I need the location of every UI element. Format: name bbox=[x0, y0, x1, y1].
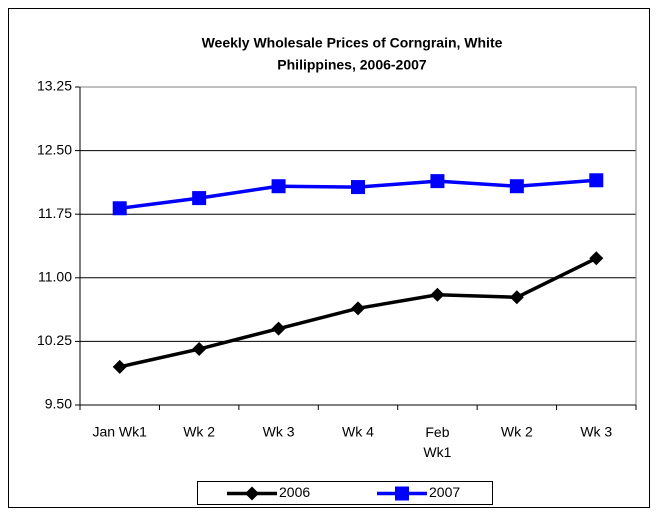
marker bbox=[395, 486, 409, 501]
marker bbox=[192, 191, 207, 206]
chart-title: Philippines, 2006-2007 bbox=[277, 57, 427, 73]
marker bbox=[271, 179, 286, 194]
marker bbox=[271, 321, 286, 336]
chart-title: Weekly Wholesale Prices of Corngrain, Wh… bbox=[202, 35, 503, 51]
marker bbox=[112, 201, 127, 216]
marker bbox=[589, 251, 604, 266]
marker bbox=[112, 359, 127, 374]
x-tick-label: Jan Wk1 bbox=[92, 424, 147, 440]
marker bbox=[192, 342, 207, 357]
legend-box bbox=[197, 481, 493, 505]
x-tick-label: Wk 3 bbox=[580, 424, 612, 440]
legend-label: 2007 bbox=[429, 484, 460, 500]
y-tick-label: 13.25 bbox=[37, 78, 72, 94]
marker bbox=[430, 174, 445, 189]
marker bbox=[430, 287, 445, 302]
x-tick-label: Wk 3 bbox=[263, 424, 295, 440]
x-tick-label: Wk 2 bbox=[183, 424, 215, 440]
y-tick-label: 11.75 bbox=[38, 205, 72, 221]
x-tick-label: Wk 4 bbox=[342, 424, 374, 440]
marker bbox=[509, 179, 524, 194]
y-tick-label: 10.25 bbox=[37, 332, 72, 348]
x-tick-label: Feb Wk1 bbox=[423, 424, 451, 460]
y-tick-label: 11.00 bbox=[38, 269, 72, 285]
marker bbox=[351, 301, 365, 316]
marker bbox=[245, 486, 259, 501]
marker bbox=[351, 180, 365, 195]
x-tick-label: Wk 2 bbox=[501, 424, 533, 440]
legend-label: 2006 bbox=[279, 484, 310, 500]
y-tick-label: 9.50 bbox=[45, 396, 72, 412]
y-tick-label: 12.50 bbox=[37, 141, 72, 157]
marker bbox=[589, 173, 604, 188]
chart-border bbox=[8, 8, 650, 508]
marker bbox=[509, 290, 524, 305]
